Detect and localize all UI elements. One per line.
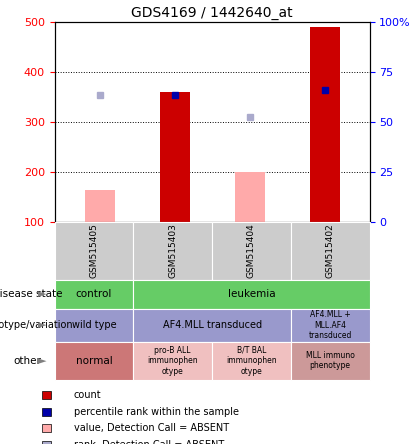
Text: rank, Detection Call = ABSENT: rank, Detection Call = ABSENT: [74, 440, 224, 444]
Bar: [160, 92, 189, 222]
Bar: [55, 222, 134, 280]
Text: count: count: [74, 390, 101, 400]
Text: ►: ►: [38, 320, 46, 330]
Bar: [134, 309, 291, 342]
Text: GSM515405: GSM515405: [89, 223, 98, 278]
Text: value, Detection Call = ABSENT: value, Detection Call = ABSENT: [74, 424, 228, 433]
Bar: [84, 190, 115, 222]
Bar: [134, 342, 212, 380]
Text: genotype/variation: genotype/variation: [0, 320, 74, 330]
Bar: [55, 309, 134, 342]
Text: ►: ►: [38, 289, 46, 299]
Title: GDS4169 / 1442640_at: GDS4169 / 1442640_at: [131, 6, 293, 20]
Bar: [42, 441, 51, 444]
Bar: [55, 342, 134, 380]
Text: wild type: wild type: [72, 320, 116, 330]
Bar: [42, 391, 51, 399]
Bar: [42, 424, 51, 432]
Bar: [310, 27, 340, 222]
Text: GSM515402: GSM515402: [326, 223, 335, 278]
Text: leukemia: leukemia: [228, 289, 275, 299]
Bar: [291, 309, 370, 342]
Text: AF4.MLL transduced: AF4.MLL transduced: [163, 320, 262, 330]
Text: AF4.MLL +
MLL.AF4
transduced: AF4.MLL + MLL.AF4 transduced: [309, 310, 352, 340]
Bar: [42, 408, 51, 416]
Text: B/T BAL
immunophen
otype: B/T BAL immunophen otype: [226, 346, 277, 376]
Text: disease state: disease state: [0, 289, 62, 299]
Text: ►: ►: [38, 356, 46, 366]
Bar: [134, 280, 370, 309]
Text: percentile rank within the sample: percentile rank within the sample: [74, 407, 239, 416]
Bar: [291, 222, 370, 280]
Text: pro-B ALL
immunophen
otype: pro-B ALL immunophen otype: [147, 346, 198, 376]
Text: MLL immuno
phenotype: MLL immuno phenotype: [306, 351, 354, 370]
Text: GSM515404: GSM515404: [247, 223, 256, 278]
Bar: [235, 172, 265, 222]
Text: control: control: [76, 289, 112, 299]
Text: other: other: [13, 356, 41, 366]
Bar: [291, 342, 370, 380]
Text: GSM515403: GSM515403: [168, 223, 177, 278]
Bar: [212, 342, 291, 380]
Bar: [55, 280, 134, 309]
Bar: [134, 222, 212, 280]
Text: normal: normal: [76, 356, 113, 366]
Bar: [212, 222, 291, 280]
